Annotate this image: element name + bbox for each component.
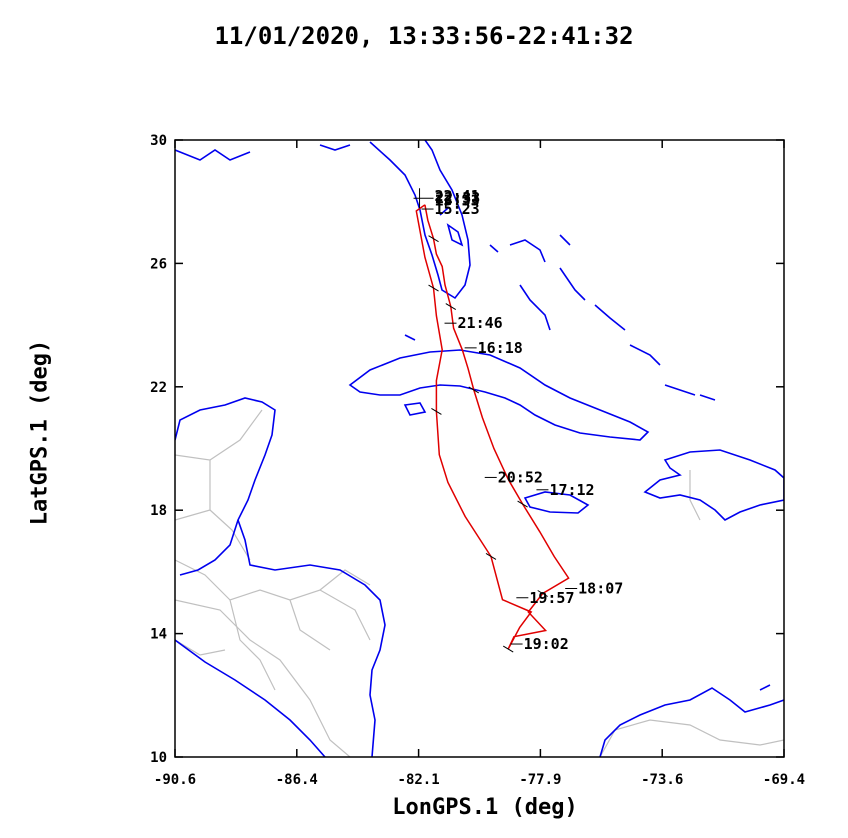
time-label: 16:18 [478, 339, 523, 357]
plot-frame [174, 139, 785, 758]
time-label: 20:52 [498, 468, 543, 486]
track-direction-mark [502, 645, 514, 653]
plot-title: 11/01/2020, 13:33:56-22:41:32 [214, 22, 634, 50]
time-label-overlap: 22:33 [435, 189, 480, 207]
time-label-overlap: 13:33 [435, 191, 480, 209]
y-tick-label: 10 [150, 750, 167, 766]
time-label: 19:57 [529, 589, 574, 607]
y-tick-label: 26 [150, 256, 167, 272]
basemap [175, 140, 784, 757]
track-direction-mark [431, 408, 442, 415]
track-direction-mark [428, 284, 439, 292]
track-direction-mark [517, 500, 528, 508]
flight-track-layer [415, 204, 570, 653]
time-label: 17:12 [549, 481, 594, 499]
x-tick-label: -77.9 [519, 772, 561, 788]
time-label: 21:46 [458, 314, 503, 332]
x-axis-label: LonGPS.1 (deg) [392, 795, 578, 820]
time-label: 19:02 [524, 635, 569, 653]
track-direction-mark [445, 303, 457, 311]
track-direction-mark [537, 590, 548, 597]
x-tick-label: -86.4 [276, 772, 318, 788]
x-tick-label: -73.6 [641, 772, 683, 788]
axis-ticks: -90.6 -86.4 -82.1 -77.9 -73.6 -69.4 30 26 22 18 14… [150, 133, 805, 788]
y-tick-label: 30 [150, 133, 167, 149]
y-tick-label: 18 [150, 503, 167, 519]
country-borders [175, 409, 784, 757]
track-direction-mark [485, 553, 497, 560]
flight-track [415, 204, 570, 650]
x-tick-label: -69.4 [763, 772, 805, 788]
x-tick-label: -90.6 [154, 772, 196, 788]
time-label: 15:23 [435, 200, 480, 218]
y-tick-label: 14 [150, 627, 167, 643]
time-label: 18:07 [578, 579, 623, 597]
track-direction-mark [428, 235, 439, 243]
track-direction-mark [468, 386, 480, 394]
time-label-overlap: 22:41 [435, 187, 480, 205]
y-tick-label: 22 [150, 380, 167, 396]
x-tick-label: -82.1 [398, 772, 440, 788]
coastlines [175, 140, 784, 757]
